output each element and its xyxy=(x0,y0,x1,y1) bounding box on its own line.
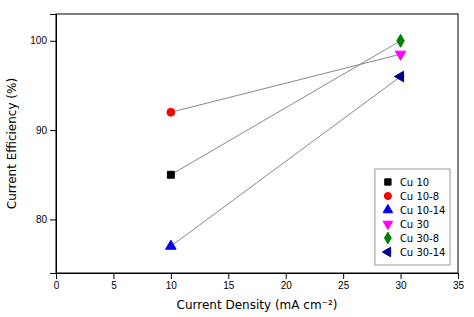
y-tick: 90 xyxy=(36,125,56,136)
x-tick-mark xyxy=(286,273,287,279)
legend-item: Cu 30 xyxy=(383,219,429,230)
marks xyxy=(166,34,406,249)
legend-item: Cu 10-8 xyxy=(384,191,439,202)
chart: 0 5 10 15 20 25 30 35 80 90 100 Cu 10 Cu 10-8 Cu 10-1… xyxy=(0,0,474,317)
x-tick-label: 0 xyxy=(54,280,60,291)
x-tick-mark xyxy=(343,273,344,279)
legend-label: Cu 30 xyxy=(400,219,429,230)
x-tick: 15 xyxy=(223,273,235,291)
x-tick-mark xyxy=(458,273,459,279)
point xyxy=(166,240,177,249)
legend-item: Cu 10 xyxy=(385,177,429,188)
legend-symbol xyxy=(382,247,390,257)
x-tick-mark xyxy=(171,273,172,279)
y-tick: 80 xyxy=(36,214,56,225)
x-axis-title: Current Density (mA cm⁻²) xyxy=(177,298,338,312)
x-tick: 10 xyxy=(166,273,178,291)
x-tick: 0 xyxy=(54,273,60,291)
legend-symbol xyxy=(383,204,393,212)
y-axis: 80 90 100 xyxy=(30,15,56,274)
x-tick: 5 xyxy=(111,273,117,291)
x-tick-mark xyxy=(401,273,402,279)
y-tick-label: 100 xyxy=(30,35,47,46)
x-tick: 25 xyxy=(338,273,350,291)
legend-item: Cu 30-8 xyxy=(384,232,439,244)
plot-area: 0 5 10 15 20 25 30 35 80 90 100 Cu 10 Cu 10-8 Cu 10-1… xyxy=(30,14,464,291)
x-tick-label: 5 xyxy=(111,280,117,291)
x-tick-mark xyxy=(113,273,114,279)
plot-frame xyxy=(56,14,458,273)
connecting-line xyxy=(171,41,401,175)
connecting-line xyxy=(171,54,401,112)
x-axis: 0 5 10 15 20 25 30 35 xyxy=(54,273,465,291)
y-tick-mark xyxy=(50,130,56,131)
point xyxy=(397,34,404,47)
y-tick: 100 xyxy=(30,35,56,46)
x-tick-label: 20 xyxy=(281,280,293,291)
x-tick: 20 xyxy=(281,273,293,291)
legend-box xyxy=(375,169,450,265)
y-axis-title: Current Efficiency (%) xyxy=(5,78,19,209)
point xyxy=(394,71,403,82)
legend: Cu 10 Cu 10-8 Cu 10-14 Cu 30 Cu 30-8 Cu 30-14 xyxy=(375,169,450,265)
x-tick: 35 xyxy=(453,273,465,291)
point xyxy=(167,171,174,178)
x-tick-label: 30 xyxy=(396,280,408,291)
y-tick-mark xyxy=(50,219,56,220)
legend-item: Cu 30-14 xyxy=(382,247,445,258)
y-tick-label: 80 xyxy=(36,214,48,225)
x-axis-line xyxy=(57,274,459,280)
y-tick-label: 90 xyxy=(36,125,48,136)
x-tick-label: 15 xyxy=(223,280,235,291)
x-tick: 30 xyxy=(396,273,408,291)
y-tick-mark xyxy=(50,41,56,42)
x-tick-mark xyxy=(228,273,229,279)
legend-symbol xyxy=(384,232,391,244)
legend-symbol xyxy=(383,221,393,229)
legend-item: Cu 10-14 xyxy=(383,204,445,215)
point xyxy=(395,51,406,60)
legend-label: Cu 10-14 xyxy=(400,205,446,216)
legend-label: Cu 30-14 xyxy=(400,247,446,258)
x-tick-label: 10 xyxy=(166,280,178,291)
connecting-line xyxy=(171,77,401,247)
legend-symbol xyxy=(385,179,391,185)
x-tick-label: 25 xyxy=(338,280,350,291)
legend-label: Cu 10 xyxy=(400,177,429,188)
legend-label: Cu 30-8 xyxy=(400,233,439,244)
legend-label: Cu 10-8 xyxy=(400,191,439,202)
x-tick-label: 35 xyxy=(453,280,465,291)
point xyxy=(167,108,175,116)
legend-symbol xyxy=(384,192,391,199)
